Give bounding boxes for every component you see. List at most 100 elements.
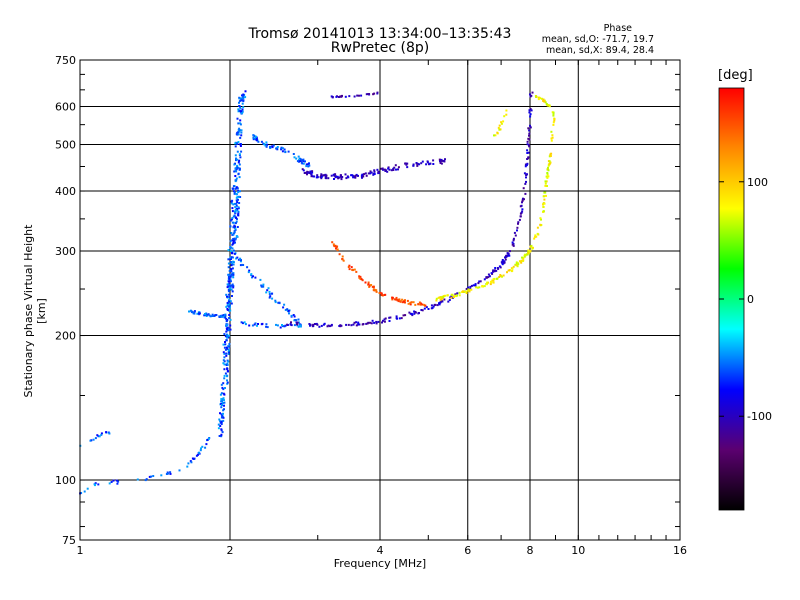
echo-point (228, 269, 231, 272)
echo-point (296, 160, 299, 163)
echo-point (229, 275, 232, 278)
echo-point (297, 155, 300, 158)
echo-point (305, 163, 308, 166)
echo-point (226, 347, 229, 350)
echo-point (492, 281, 495, 284)
echo-point (96, 434, 99, 437)
echo-point (311, 171, 314, 174)
echo-point (340, 178, 343, 181)
echo-point (236, 131, 239, 134)
echo-point (452, 296, 455, 298)
echo-point (333, 178, 335, 180)
echo-point (513, 231, 516, 234)
echo-point (233, 252, 236, 255)
echo-point (450, 296, 453, 299)
echo-point (384, 170, 387, 172)
echo-point (420, 302, 422, 305)
echo-point (357, 323, 360, 326)
echo-point (237, 206, 240, 209)
echo-point (238, 130, 241, 133)
echo-point (540, 224, 543, 226)
echo-point (290, 314, 293, 317)
echo-point (549, 155, 552, 157)
echo-point (222, 343, 225, 346)
echo-point (235, 220, 238, 223)
echo-point (244, 96, 247, 99)
echo-point (227, 276, 230, 278)
echo-point (309, 170, 312, 173)
echo-point (384, 293, 387, 296)
echo-point (407, 302, 410, 305)
echo-point (89, 439, 92, 442)
echo-point (178, 469, 181, 472)
echo-point (236, 226, 239, 228)
echo-point (524, 182, 527, 185)
echo-point (220, 392, 223, 395)
echo-point (406, 162, 409, 165)
echo-point (396, 299, 399, 302)
echo-point (534, 234, 537, 237)
echo-point (527, 137, 530, 140)
echo-point (225, 346, 228, 349)
echo-point (235, 177, 238, 180)
echo-point (223, 333, 226, 336)
echo-point (382, 168, 384, 171)
echo-point (222, 382, 225, 385)
echo-point (225, 330, 228, 333)
echo-point (236, 117, 239, 120)
echo-point (276, 324, 279, 327)
echo-point (506, 252, 509, 255)
echo-point (529, 93, 531, 96)
echo-point (361, 323, 364, 326)
echo-point (297, 318, 300, 321)
echo-point (242, 99, 245, 102)
echo-point (238, 176, 241, 179)
echo-point (490, 272, 493, 275)
echo-point (166, 471, 169, 474)
echo-point (519, 205, 522, 208)
echo-point (248, 269, 251, 272)
echo-point (383, 318, 386, 321)
x-tick-label: 16 (673, 544, 687, 557)
echo-point (97, 483, 100, 486)
echo-point (239, 257, 242, 260)
echo-point (235, 202, 238, 205)
echo-point (229, 328, 232, 331)
echo-point (371, 319, 374, 322)
echo-point (112, 479, 115, 482)
echo-point (543, 100, 546, 103)
echo-point (217, 427, 220, 430)
echo-point (490, 280, 492, 283)
echo-point (223, 401, 226, 404)
echo-point (444, 294, 446, 297)
echo-point (221, 404, 223, 406)
echo-point (446, 294, 449, 297)
echo-point (426, 160, 429, 163)
echo-point (498, 276, 501, 278)
echo-point (211, 315, 214, 317)
echo-point (512, 237, 515, 240)
echo-point (234, 187, 237, 190)
echo-point (237, 141, 240, 143)
echo-point (537, 98, 540, 101)
echo-point (219, 393, 222, 396)
echo-point (552, 111, 555, 114)
echo-point (295, 321, 298, 324)
echo-point (367, 172, 370, 175)
echo-point (231, 217, 234, 219)
echo-point (227, 353, 230, 355)
echo-point (224, 335, 227, 338)
echo-point (221, 398, 224, 401)
echo-point (528, 134, 530, 137)
echo-point (225, 317, 228, 320)
echo-point (108, 482, 111, 485)
echo-point (219, 425, 222, 427)
echo-point (220, 406, 223, 409)
echo-point (423, 303, 426, 306)
echo-point (235, 157, 237, 160)
echo-point (240, 150, 243, 153)
echo-point (338, 96, 340, 98)
echo-point (280, 147, 283, 150)
echo-point (213, 315, 215, 317)
echo-point (236, 164, 239, 167)
